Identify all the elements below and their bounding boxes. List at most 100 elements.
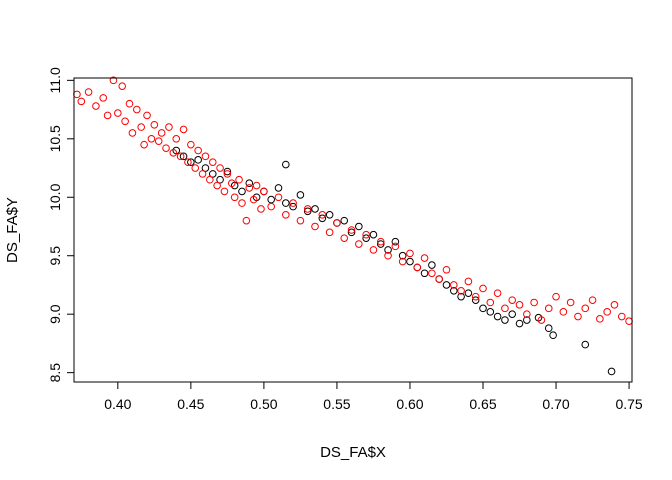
data-point	[435, 275, 443, 283]
x-tick-label: 0.45	[177, 396, 204, 412]
data-point	[242, 216, 251, 225]
data-point	[486, 298, 495, 307]
data-point	[133, 105, 141, 114]
data-point	[282, 160, 290, 169]
data-point	[610, 301, 619, 309]
data-point	[457, 287, 465, 295]
data-point	[296, 216, 305, 225]
data-point	[274, 184, 283, 192]
data-point	[198, 170, 207, 178]
data-point	[464, 277, 473, 286]
data-point	[137, 123, 145, 131]
data-point	[208, 170, 217, 178]
data-point	[442, 281, 451, 289]
data-point	[289, 202, 297, 211]
data-point	[369, 246, 378, 254]
data-point	[114, 109, 122, 117]
data-point	[194, 146, 202, 155]
data-point	[296, 191, 305, 199]
data-point	[213, 181, 221, 190]
data-point	[216, 164, 224, 172]
y-tick-label: 8.5	[47, 363, 63, 383]
y-tick-label: 9.5	[47, 246, 63, 266]
data-point	[282, 211, 290, 219]
data-point	[574, 312, 582, 321]
data-point	[103, 111, 112, 120]
data-point	[179, 152, 188, 161]
y-tick-label: 11.0	[47, 67, 63, 93]
x-tick-label: 0.70	[542, 396, 569, 412]
x-axis-label: DS_FA$X	[320, 444, 386, 461]
data-point	[187, 140, 195, 149]
y-tick-label: 9.0	[47, 304, 63, 324]
y-tick-label: 10.5	[47, 125, 63, 152]
data-point	[559, 308, 568, 316]
data-point	[216, 175, 224, 184]
data-point	[376, 240, 385, 248]
data-point	[544, 324, 553, 333]
data-point	[311, 205, 319, 213]
data-point	[325, 228, 334, 237]
data-point	[471, 296, 480, 304]
data-point	[184, 158, 192, 166]
data-point	[603, 308, 611, 316]
data-point	[449, 287, 458, 295]
data-point	[77, 97, 86, 106]
data-point	[238, 187, 246, 196]
data-point	[369, 230, 378, 239]
data-point	[311, 222, 319, 231]
data-point	[143, 111, 151, 120]
data-point	[596, 315, 604, 323]
x-tick-label: 0.75	[615, 396, 642, 412]
data-point	[157, 129, 166, 137]
data-point	[523, 310, 531, 318]
data-point	[544, 304, 553, 313]
data-point	[154, 137, 163, 145]
x-tick-label: 0.55	[323, 396, 350, 412]
data-point	[125, 99, 134, 108]
data-point	[428, 269, 436, 278]
data-point	[566, 298, 575, 307]
data-point	[257, 205, 265, 213]
x-tick-label: 0.40	[104, 396, 131, 412]
y-axis: 8.5 9.0 9.5 10.0 10.5 11.0	[47, 67, 75, 383]
data-point	[347, 228, 356, 237]
data-point	[398, 251, 407, 260]
data-point	[420, 269, 429, 278]
data-point	[169, 149, 178, 157]
data-point	[549, 331, 557, 340]
data-point	[245, 184, 254, 192]
data-point	[92, 102, 100, 110]
data-point	[537, 316, 546, 324]
data-point	[420, 254, 429, 262]
data-point	[325, 211, 334, 219]
data-point	[530, 298, 538, 307]
points-layer	[73, 76, 633, 376]
data-point	[442, 265, 451, 274]
data-point	[493, 289, 502, 297]
data-point	[471, 292, 480, 301]
data-point	[260, 187, 268, 196]
data-point	[172, 135, 181, 143]
data-point	[581, 340, 590, 349]
data-point	[406, 249, 414, 258]
y-axis-label: DS_FA$Y	[4, 197, 21, 263]
data-point	[406, 257, 414, 266]
data-point	[479, 284, 487, 293]
data-point	[501, 304, 509, 313]
data-point	[128, 129, 137, 137]
data-point	[191, 164, 200, 172]
data-point	[245, 179, 254, 188]
data-point	[428, 261, 436, 269]
data-point	[376, 237, 385, 246]
data-point	[413, 263, 422, 272]
data-point	[552, 292, 560, 301]
data-point	[303, 205, 312, 213]
data-point	[150, 120, 159, 129]
data-point	[355, 222, 363, 231]
data-point	[249, 195, 258, 204]
data-point	[162, 144, 170, 152]
data-point	[581, 304, 590, 313]
data-point	[289, 199, 297, 207]
